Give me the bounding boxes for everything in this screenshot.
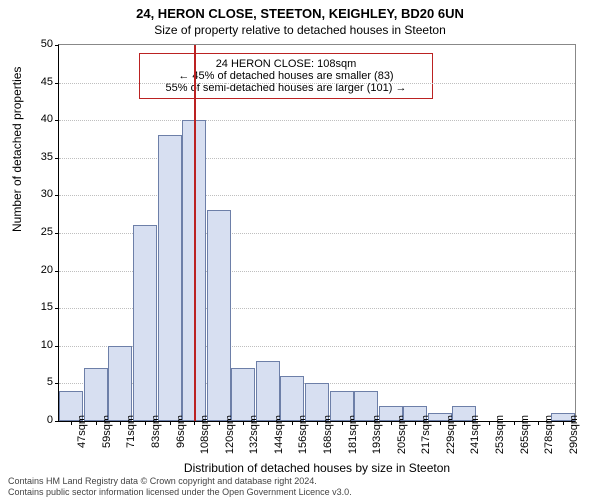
xtick-mark — [145, 421, 146, 425]
xtick-label: 265sqm — [519, 415, 531, 465]
xtick-label: 156sqm — [297, 415, 309, 465]
xtick-mark — [170, 421, 171, 425]
ytick-label: 35 — [25, 151, 53, 163]
page-title: 24, HERON CLOSE, STEETON, KEIGHLEY, BD20… — [0, 0, 600, 21]
xtick-mark — [464, 421, 465, 425]
xtick-mark — [342, 421, 343, 425]
annotation-box: 24 HERON CLOSE: 108sqm ← 45% of detached… — [139, 53, 433, 99]
ytick-label: 40 — [25, 113, 53, 125]
xtick-label: 290sqm — [568, 415, 580, 465]
xtick-mark — [415, 421, 416, 425]
ytick-mark — [55, 233, 59, 234]
ytick-label: 50 — [25, 38, 53, 50]
ytick-label: 10 — [25, 339, 53, 351]
xtick-mark — [514, 421, 515, 425]
xtick-mark — [194, 421, 195, 425]
chart-container: 24, HERON CLOSE, STEETON, KEIGHLEY, BD20… — [0, 0, 600, 500]
xtick-mark — [71, 421, 72, 425]
xtick-label: 144sqm — [273, 415, 285, 465]
xtick-label: 83sqm — [150, 415, 162, 465]
ytick-mark — [55, 421, 59, 422]
xtick-label: 278sqm — [543, 415, 555, 465]
xtick-mark — [96, 421, 97, 425]
plot-area: 24 HERON CLOSE: 108sqm ← 45% of detached… — [58, 44, 576, 422]
ytick-mark — [55, 158, 59, 159]
xtick-mark — [563, 421, 564, 425]
ytick-mark — [55, 120, 59, 121]
gridline — [59, 83, 575, 84]
bar — [231, 368, 255, 421]
bar — [133, 225, 157, 421]
y-axis-label: Number of detached properties — [10, 67, 24, 232]
xtick-label: 217sqm — [420, 415, 432, 465]
footer-line1: Contains HM Land Registry data © Crown c… — [8, 476, 352, 487]
xtick-label: 205sqm — [396, 415, 408, 465]
ytick-mark — [55, 45, 59, 46]
bar — [207, 210, 231, 421]
xtick-mark — [489, 421, 490, 425]
marker-line — [194, 45, 196, 421]
xtick-label: 181sqm — [347, 415, 359, 465]
xtick-label: 71sqm — [125, 415, 137, 465]
xtick-mark — [440, 421, 441, 425]
xtick-label: 193sqm — [371, 415, 383, 465]
bar — [256, 361, 280, 421]
ytick-label: 30 — [25, 188, 53, 200]
annotation-line1: 24 HERON CLOSE: 108sqm — [146, 58, 426, 70]
xtick-mark — [292, 421, 293, 425]
ytick-label: 15 — [25, 301, 53, 313]
xtick-mark — [120, 421, 121, 425]
footer-line2: Contains public sector information licen… — [8, 487, 352, 498]
ytick-mark — [55, 271, 59, 272]
gridline — [59, 195, 575, 196]
bar — [84, 368, 108, 421]
page-subtitle: Size of property relative to detached ho… — [0, 21, 600, 37]
annotation-line2: ← 45% of detached houses are smaller (83… — [146, 70, 426, 82]
ytick-label: 5 — [25, 376, 53, 388]
ytick-label: 45 — [25, 76, 53, 88]
ytick-mark — [55, 346, 59, 347]
xtick-label: 132sqm — [248, 415, 260, 465]
ytick-mark — [55, 383, 59, 384]
footer-text: Contains HM Land Registry data © Crown c… — [8, 476, 352, 498]
xtick-label: 120sqm — [224, 415, 236, 465]
xtick-label: 168sqm — [322, 415, 334, 465]
xtick-mark — [366, 421, 367, 425]
xtick-label: 96sqm — [175, 415, 187, 465]
ytick-mark — [55, 308, 59, 309]
xtick-label: 47sqm — [76, 415, 88, 465]
gridline — [59, 120, 575, 121]
xtick-mark — [219, 421, 220, 425]
ytick-label: 20 — [25, 264, 53, 276]
xtick-mark — [243, 421, 244, 425]
bar — [108, 346, 132, 421]
xtick-mark — [538, 421, 539, 425]
xtick-label: 108sqm — [199, 415, 211, 465]
xtick-label: 229sqm — [445, 415, 457, 465]
xtick-mark — [317, 421, 318, 425]
annotation-line3: 55% of semi-detached houses are larger (… — [146, 82, 426, 94]
xtick-label: 241sqm — [469, 415, 481, 465]
ytick-mark — [55, 195, 59, 196]
bar — [158, 135, 182, 421]
ytick-label: 25 — [25, 226, 53, 238]
ytick-mark — [55, 83, 59, 84]
gridline — [59, 158, 575, 159]
xtick-label: 253sqm — [494, 415, 506, 465]
xtick-mark — [268, 421, 269, 425]
ytick-label: 0 — [25, 414, 53, 426]
xtick-label: 59sqm — [101, 415, 113, 465]
xtick-mark — [391, 421, 392, 425]
